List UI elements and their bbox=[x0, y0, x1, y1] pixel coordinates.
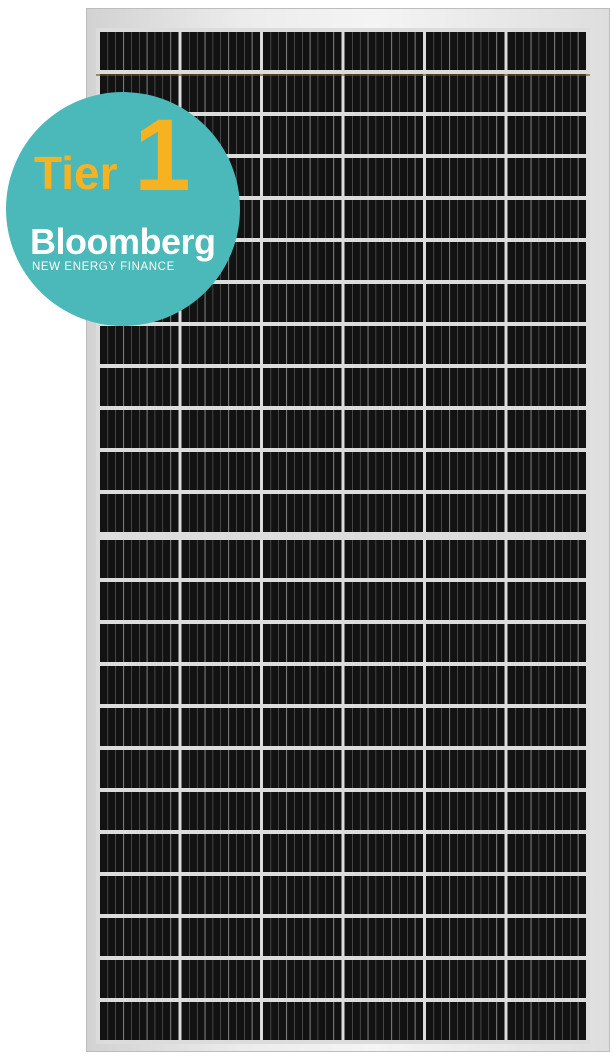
tier1-badge bbox=[6, 92, 240, 326]
bloomberg-subtitle: NEW ENERGY FINANCE bbox=[32, 261, 175, 273]
tier-number: 1 bbox=[134, 98, 191, 212]
tier-label: Tier bbox=[34, 147, 118, 199]
bloomberg-logo-text: Bloomberg bbox=[30, 221, 216, 262]
solar-cell-grid bbox=[96, 32, 590, 1040]
